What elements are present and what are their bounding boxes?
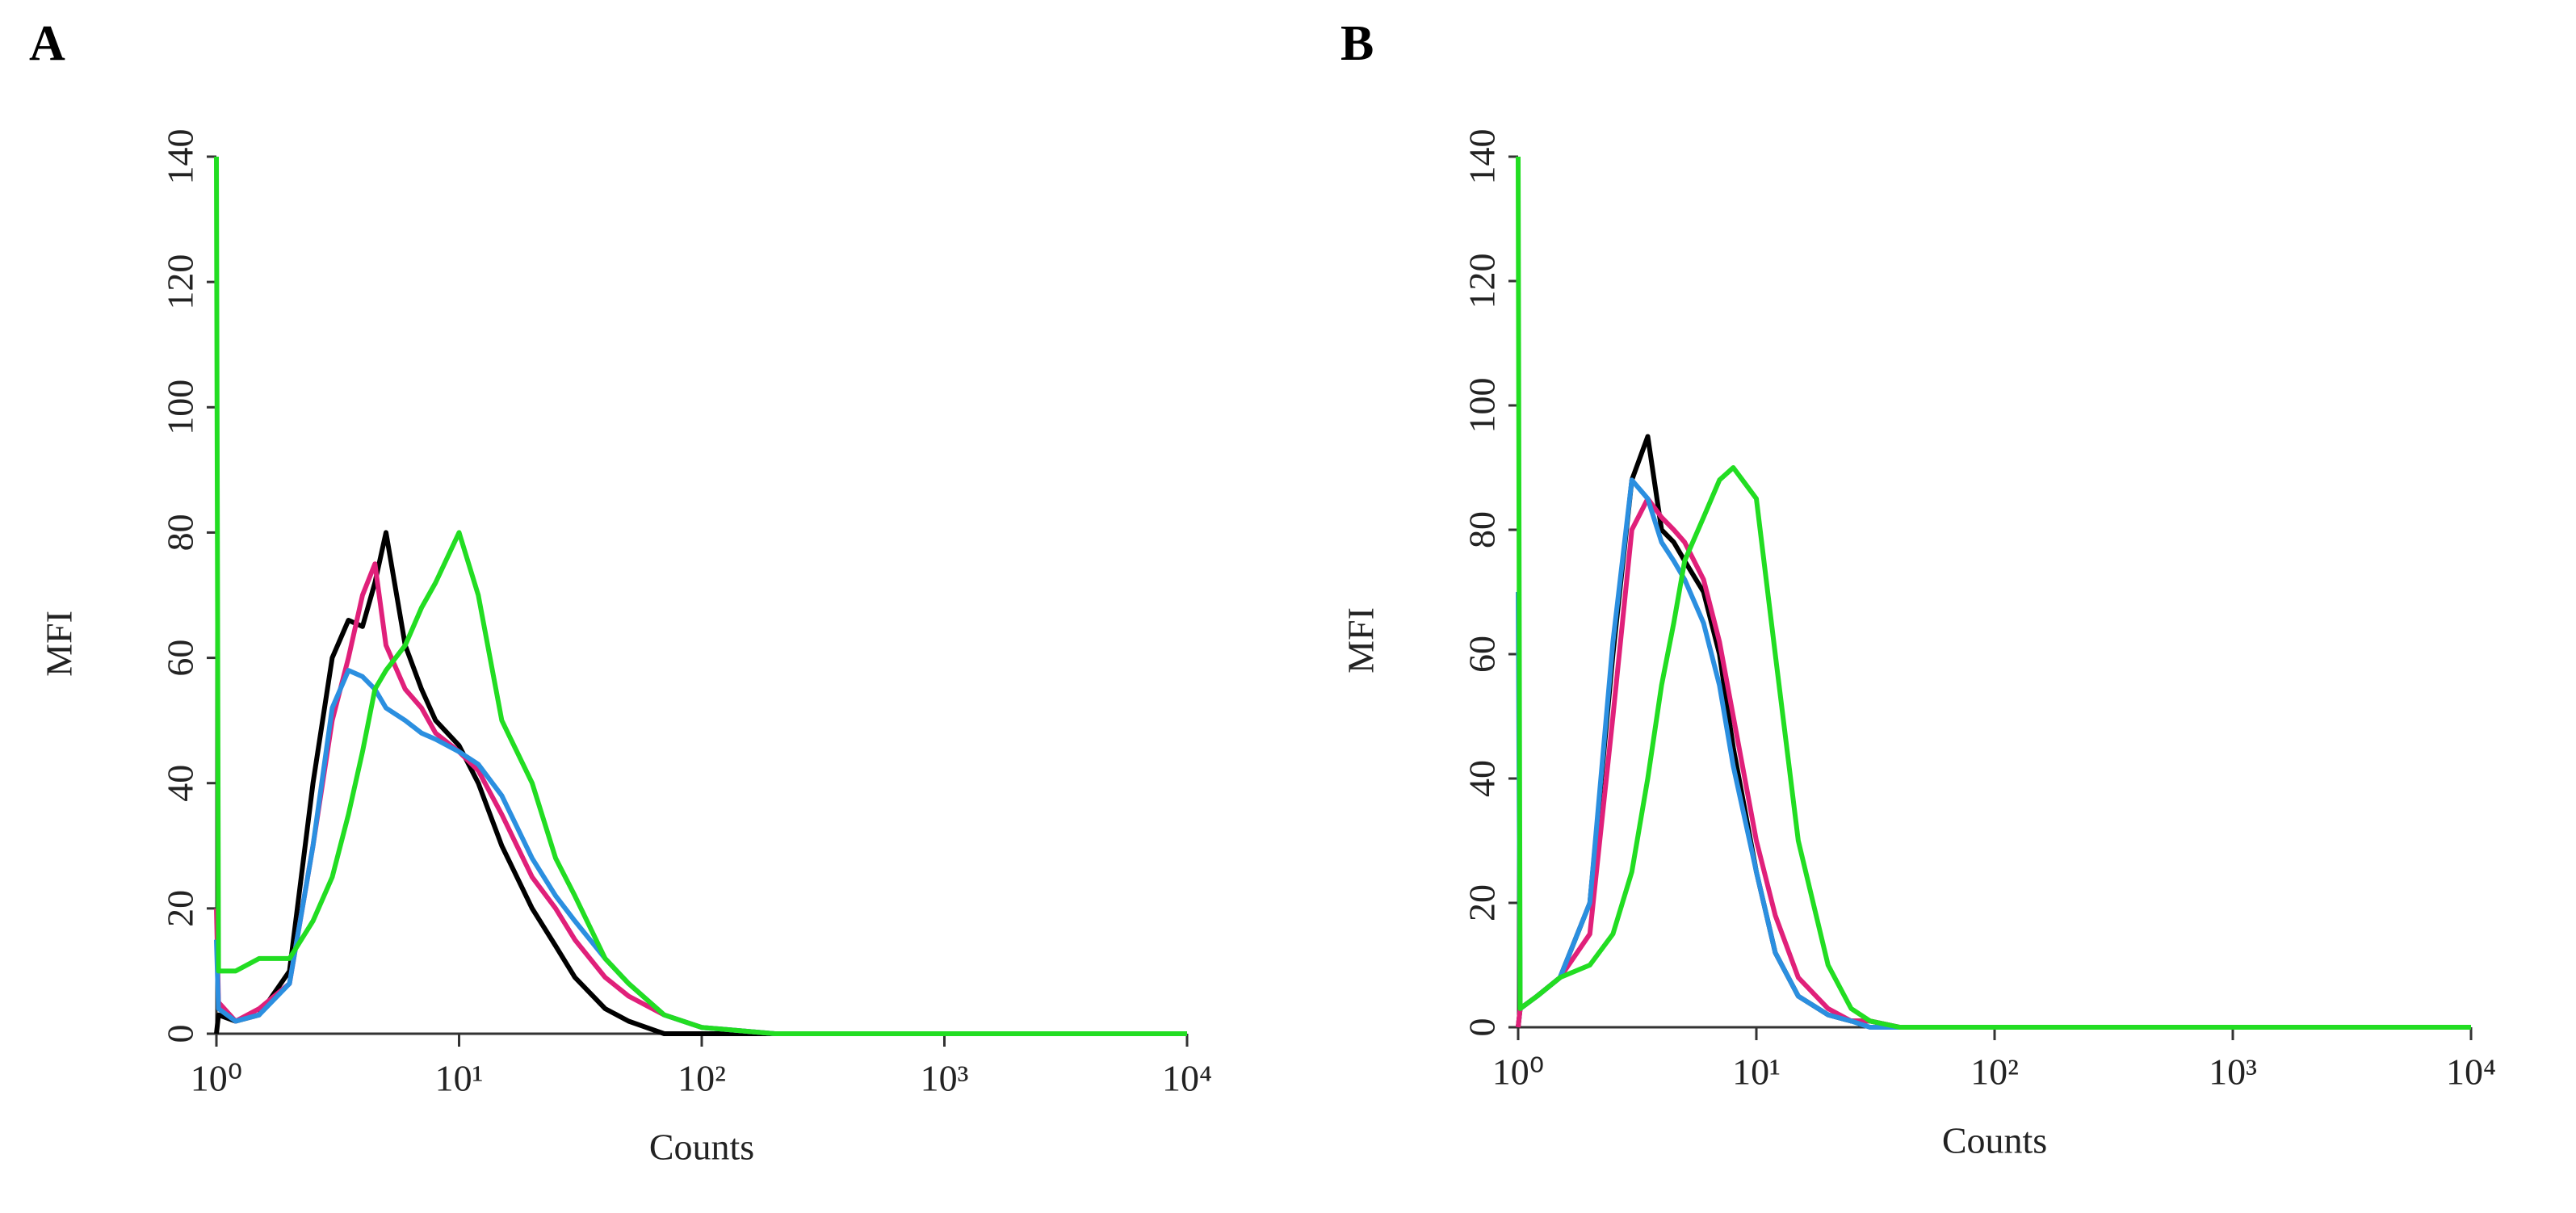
x-tick-label: 10³ (2209, 1051, 2257, 1093)
y-axis-label: MFI (1340, 607, 1382, 674)
y-tick-label: 40 (160, 765, 201, 802)
series-line (214, 668, 1187, 1036)
x-axis-label: Counts (649, 1127, 754, 1168)
x-tick-label: 10⁴ (1162, 1058, 1212, 1099)
x-tick-label: 10² (1970, 1051, 2019, 1093)
series-line (1516, 477, 2471, 1030)
y-tick-label: 20 (160, 890, 201, 927)
y-tick-label: 0 (160, 1025, 201, 1043)
y-tick-label: 120 (1462, 254, 1503, 309)
x-tick-label: 10⁰ (191, 1058, 242, 1099)
x-tick-label: 10⁰ (1492, 1051, 1544, 1093)
x-tick-label: 10¹ (1732, 1051, 1781, 1093)
y-tick-label: 120 (160, 254, 201, 310)
y-tick-label: 0 (1462, 1018, 1503, 1037)
y-tick-label: 80 (1462, 511, 1503, 548)
y-tick-label: 40 (1462, 760, 1503, 797)
series-line (214, 156, 1187, 1036)
x-tick-label: 10² (678, 1058, 726, 1099)
x-axis-label: Counts (1942, 1120, 2047, 1161)
series-line (1516, 496, 2471, 1030)
y-tick-label: 60 (160, 640, 201, 677)
series-line (1516, 156, 2471, 1030)
x-tick-label: 10⁴ (2446, 1051, 2496, 1093)
x-tick-label: 10¹ (435, 1058, 484, 1099)
y-tick-label: 80 (160, 514, 201, 551)
y-tick-label: 140 (160, 129, 201, 185)
y-axis-label: MFI (39, 611, 80, 677)
y-tick-label: 100 (1462, 378, 1503, 434)
y-tick-label: 60 (1462, 636, 1503, 673)
series-line (214, 561, 1187, 1036)
x-tick-label: 10³ (921, 1058, 969, 1099)
series-line (1516, 434, 2471, 1030)
series-line (214, 530, 1187, 1036)
y-tick-label: 20 (1462, 884, 1503, 921)
panel-label: A (29, 16, 65, 71)
y-tick-label: 140 (1462, 129, 1503, 185)
panel-label: B (1340, 16, 1374, 71)
y-tick-label: 100 (160, 380, 201, 435)
